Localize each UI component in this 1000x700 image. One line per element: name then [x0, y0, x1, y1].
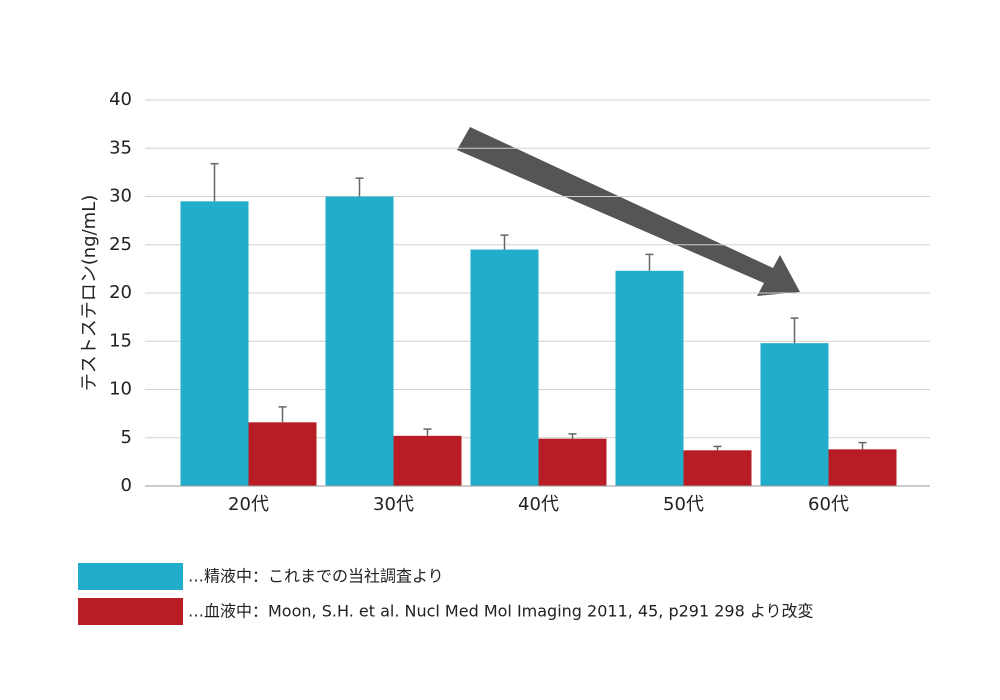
error-bar [355, 177, 364, 197]
bar [683, 450, 752, 486]
y-tick-label: 0 [121, 475, 132, 496]
y-tick-label: 40 [109, 89, 132, 110]
x-tick-label: 40代 [518, 494, 559, 515]
error-bar [500, 234, 509, 250]
y-tick-label: 25 [109, 234, 132, 255]
y-tick-label: 10 [109, 379, 132, 400]
y-tick-label: 30 [109, 186, 132, 207]
trend-arrow [457, 127, 800, 296]
x-tick-label: 50代 [663, 494, 704, 515]
bar [760, 343, 829, 486]
y-tick-label: 20 [109, 282, 132, 303]
legend-label: …血液中：Moon, S.H. et al. Nucl Med Mol Imag… [188, 602, 814, 621]
error-bar [210, 162, 219, 202]
y-tick-label: 35 [109, 137, 132, 158]
y-tick-label: 5 [121, 427, 132, 448]
y-tick-label: 15 [109, 330, 132, 351]
error-bar [568, 433, 577, 439]
y-axis-label: テストステロン(ng/mL) [79, 195, 100, 392]
error-bar [790, 317, 799, 344]
legend-swatch [78, 598, 183, 625]
bar [538, 438, 607, 486]
bar [828, 449, 897, 486]
bar [180, 201, 249, 486]
error-bar [423, 428, 432, 436]
legend-label: …精液中：これまでの当社調査より [188, 567, 444, 586]
bar [615, 270, 684, 486]
error-bar [278, 406, 287, 423]
bar [470, 249, 539, 486]
bar [248, 422, 317, 486]
x-tick-label: 30代 [373, 494, 414, 515]
x-tick-label: 20代 [228, 494, 269, 515]
legend-swatch [78, 563, 183, 590]
error-bar [858, 441, 867, 450]
error-bar [645, 253, 654, 271]
error-bar [713, 445, 722, 451]
bar [325, 196, 394, 486]
bar [393, 435, 462, 486]
x-tick-label: 60代 [808, 494, 849, 515]
